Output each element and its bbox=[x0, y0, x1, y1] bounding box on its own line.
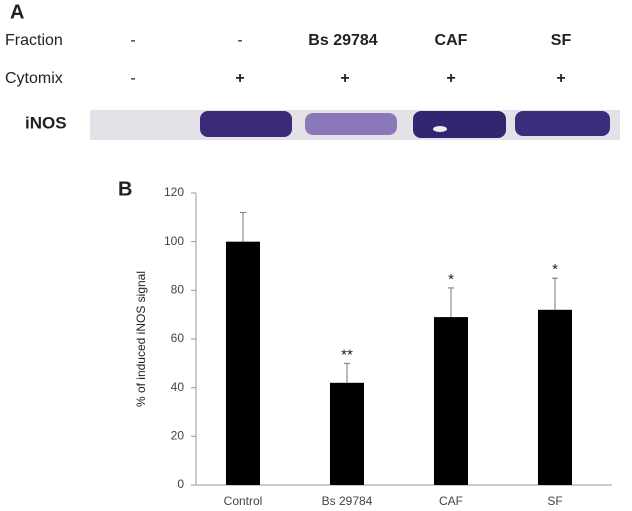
cell: - bbox=[130, 32, 135, 49]
panel-label: A bbox=[10, 1, 24, 23]
y-tick-label: 120 bbox=[164, 185, 184, 199]
y-axis-label: % of induced iNOS signal bbox=[134, 271, 148, 407]
x-tick-label: Control bbox=[224, 494, 263, 508]
x-tick-label: SF bbox=[547, 494, 562, 508]
blot-band bbox=[305, 113, 397, 135]
y-tick-label: 80 bbox=[171, 283, 185, 297]
cell: Bs 29784 bbox=[308, 32, 377, 49]
row-label: Fraction bbox=[5, 32, 63, 49]
blot-band bbox=[515, 111, 610, 136]
x-tick-label: Bs 29784 bbox=[322, 494, 373, 508]
row-label: Cytomix bbox=[5, 70, 63, 87]
y-tick-label: 60 bbox=[171, 331, 185, 345]
y-tick-label: 100 bbox=[164, 234, 184, 248]
bar bbox=[434, 317, 468, 485]
y-tick-label: 0 bbox=[177, 477, 184, 491]
cell: SF bbox=[551, 32, 572, 49]
cell: + bbox=[556, 70, 565, 87]
cell: - bbox=[130, 70, 135, 87]
y-tick-label: 40 bbox=[171, 380, 185, 394]
cell: CAF bbox=[435, 32, 468, 49]
blot-spot bbox=[433, 126, 447, 132]
significance: ** bbox=[341, 346, 353, 363]
blot-band bbox=[413, 111, 506, 138]
cell: + bbox=[235, 70, 244, 87]
cell: + bbox=[340, 70, 349, 87]
blot-label: iNOS bbox=[25, 113, 67, 132]
bar bbox=[538, 309, 572, 485]
bar bbox=[330, 382, 364, 485]
blot-band bbox=[200, 111, 292, 137]
cell: - bbox=[237, 32, 242, 49]
bar bbox=[226, 241, 260, 485]
panel-label: B bbox=[118, 178, 132, 200]
x-tick-label: CAF bbox=[439, 494, 463, 508]
y-tick-label: 20 bbox=[171, 429, 185, 443]
significance: * bbox=[552, 261, 558, 278]
significance: * bbox=[448, 271, 454, 288]
cell: + bbox=[446, 70, 455, 87]
